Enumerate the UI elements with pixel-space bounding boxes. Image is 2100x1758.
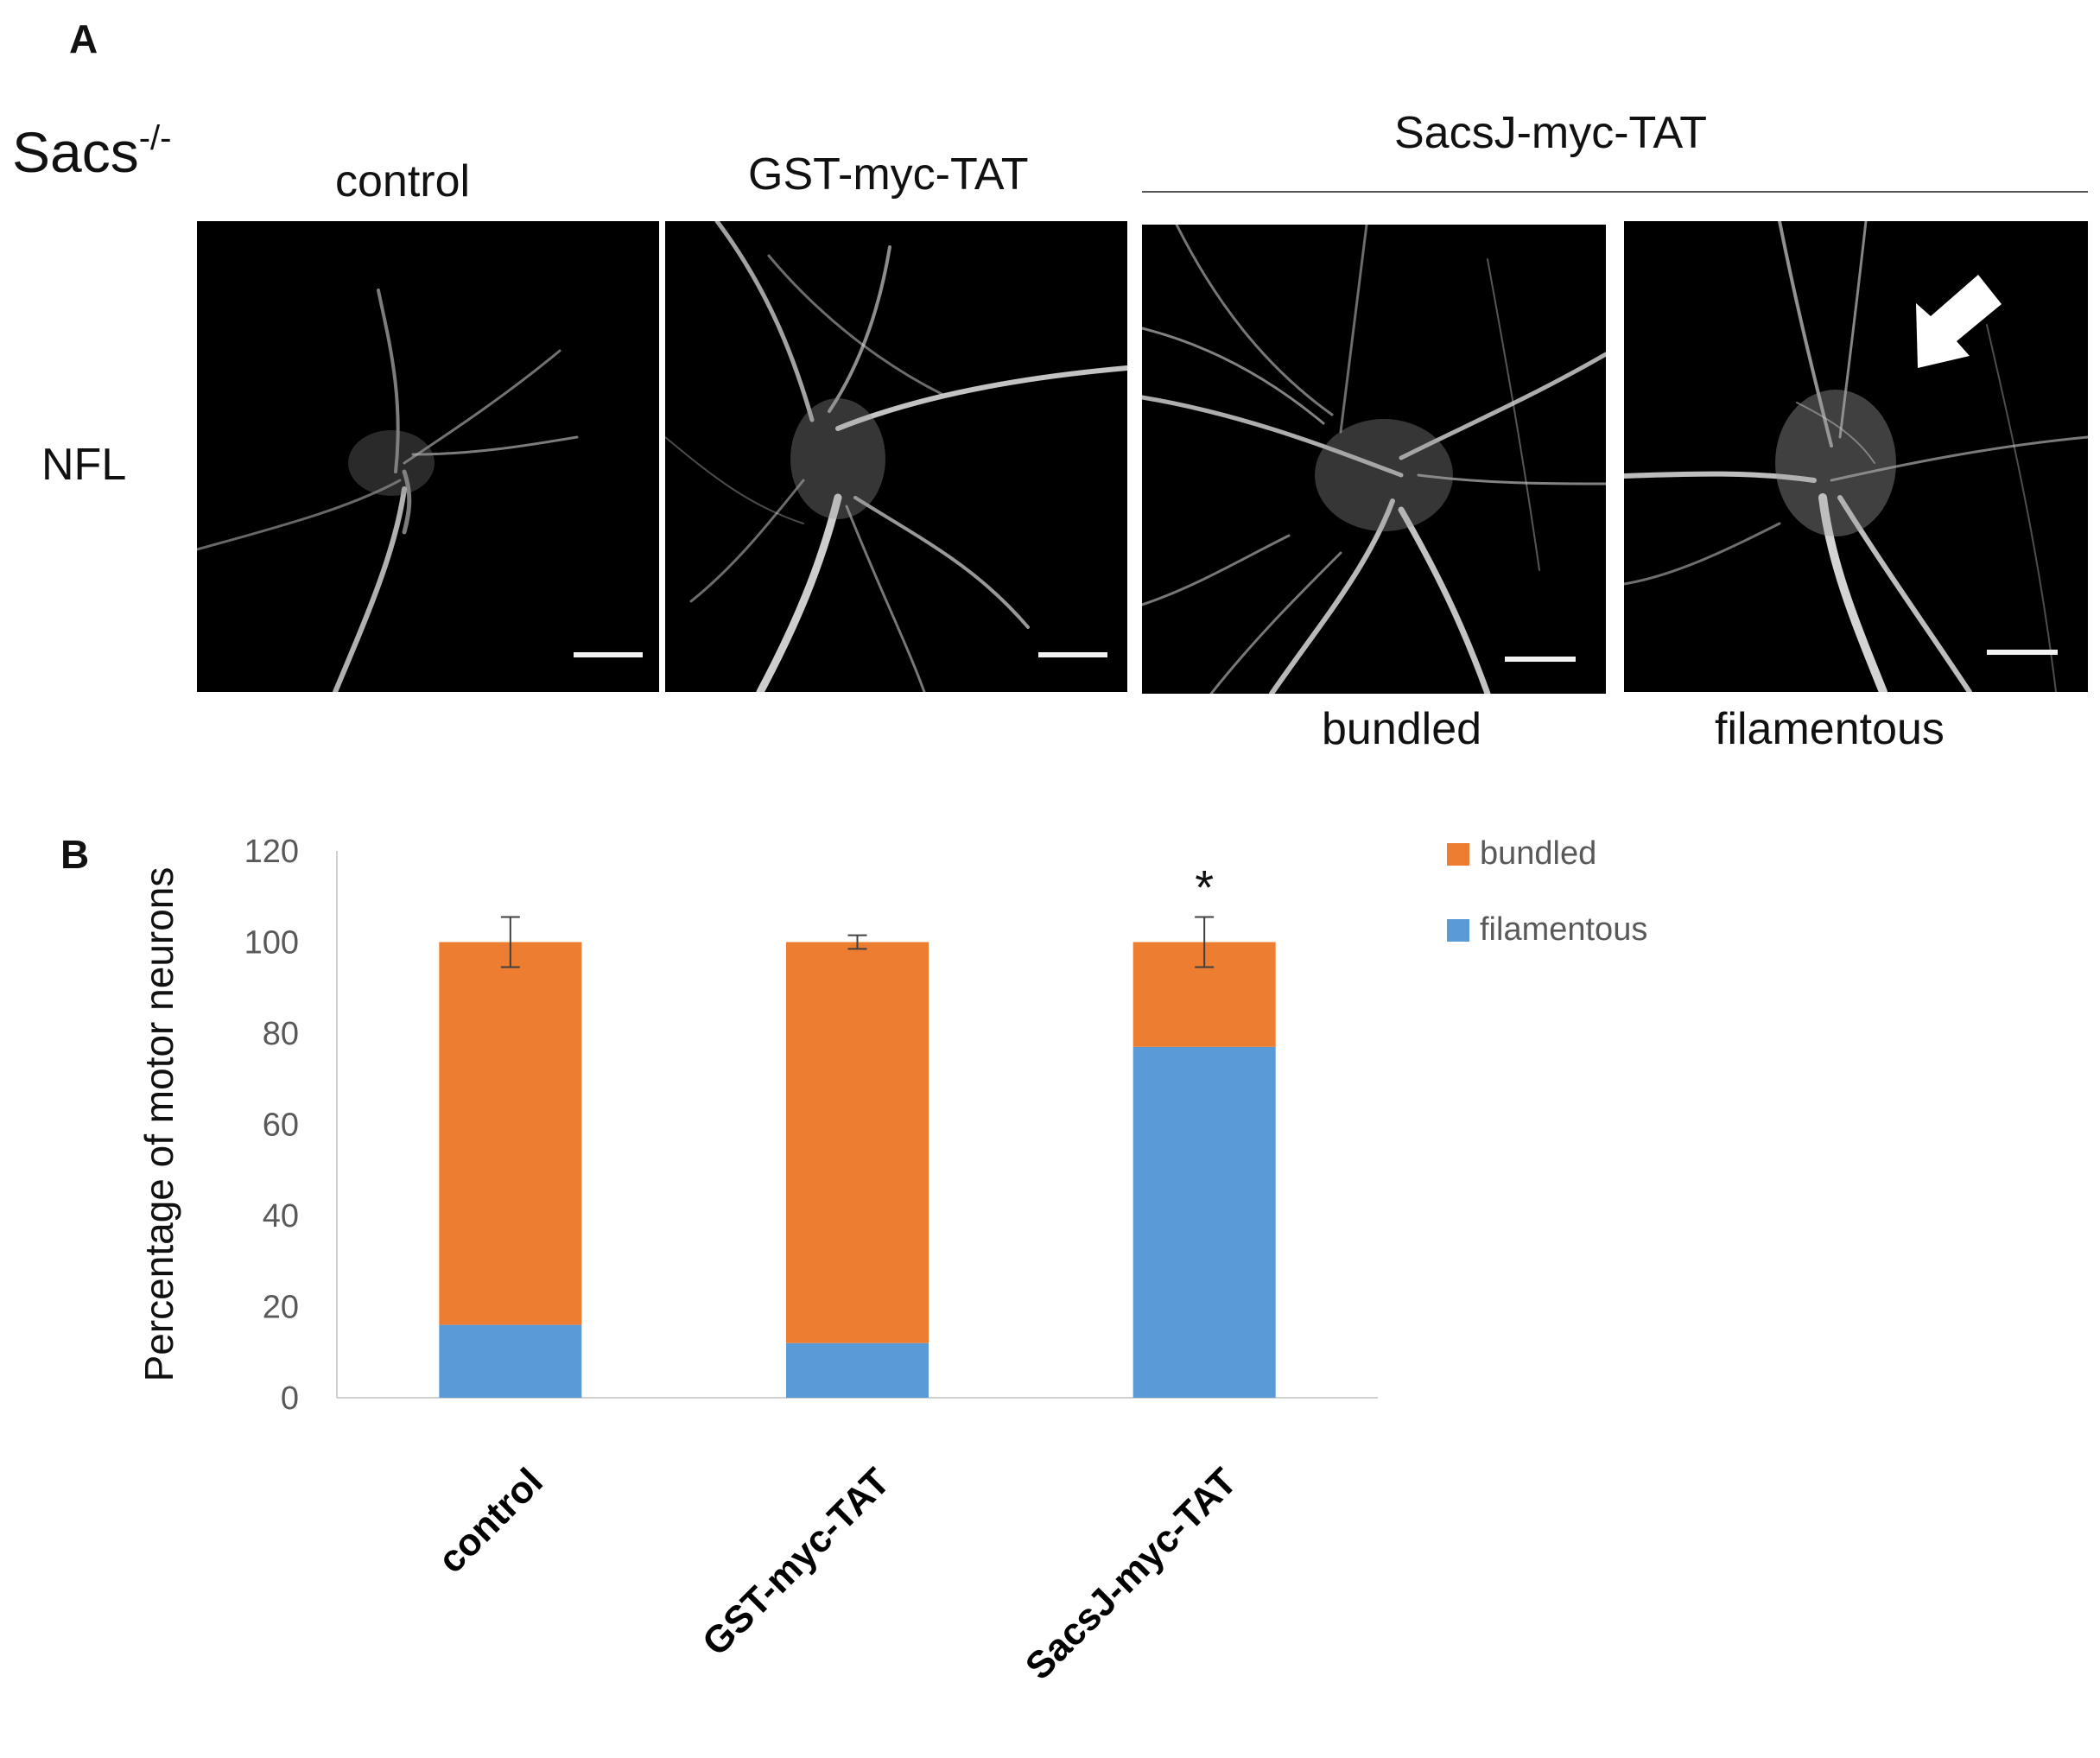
- bar-filamentous-1: [439, 1324, 582, 1398]
- panel-a-letter: A: [69, 16, 98, 61]
- row-label-nfl: NFL: [41, 440, 127, 490]
- micrograph-bundled: [1142, 225, 1606, 694]
- scale-bar: [574, 652, 643, 657]
- scale-bar: [1038, 652, 1107, 657]
- bar-bundled-1: [439, 942, 582, 1325]
- y-tick-label: 80: [263, 1016, 299, 1052]
- y-tick-label: 60: [263, 1107, 299, 1144]
- sub-label-bundled: bundled: [1322, 704, 1482, 754]
- sub-label-filamentous: filamentous: [1715, 704, 1945, 754]
- stacked-bar-chart: 0 20 40 60 80 100 120 Percentage of motor neuro…: [0, 777, 2100, 1754]
- micrograph-control: [197, 221, 659, 692]
- y-tick-label: 0: [281, 1380, 299, 1417]
- y-tick-label: 120: [244, 834, 299, 870]
- group-label-sacsj: SacsJ-myc-TAT: [1394, 108, 1708, 158]
- panel-b-letter: B: [60, 832, 90, 877]
- x-category-label: GST-myc-TAT: [695, 1460, 898, 1664]
- x-category-label: SacsJ-myc-TAT: [1018, 1460, 1246, 1688]
- legend-swatch-bundled: [1447, 843, 1469, 866]
- y-tick-label: 100: [244, 925, 299, 962]
- scale-bar: [1505, 657, 1576, 662]
- micrograph-gst: [665, 221, 1127, 692]
- legend-label-bundled: bundled: [1480, 835, 1596, 872]
- y-tick-label: 40: [263, 1198, 299, 1234]
- bar-filamentous-2: [786, 1342, 929, 1398]
- micrograph-filamentous: [1624, 221, 2088, 692]
- bar-filamentous-3: [1132, 1046, 1276, 1398]
- legend-label-filamentous: filamentous: [1480, 911, 1647, 948]
- column-label-gst: GST-myc-TAT: [748, 149, 1029, 200]
- column-label-control: control: [335, 156, 471, 206]
- genotype-superscript: -/-: [138, 119, 172, 157]
- group-line: [1142, 191, 2088, 193]
- significance-marker: *: [1195, 860, 1214, 915]
- x-category-label: control: [430, 1460, 551, 1581]
- y-axis-label: Percentage of motor neurons: [136, 867, 181, 1382]
- scale-bar: [1987, 650, 2058, 655]
- genotype-base: Sacs: [12, 120, 139, 184]
- bar-bundled-2: [786, 942, 929, 1343]
- y-tick-label: 20: [263, 1290, 299, 1326]
- arrow-icon: [1916, 275, 2002, 368]
- genotype-label: Sacs-/-: [12, 119, 172, 185]
- legend-swatch-filamentous: [1447, 919, 1469, 942]
